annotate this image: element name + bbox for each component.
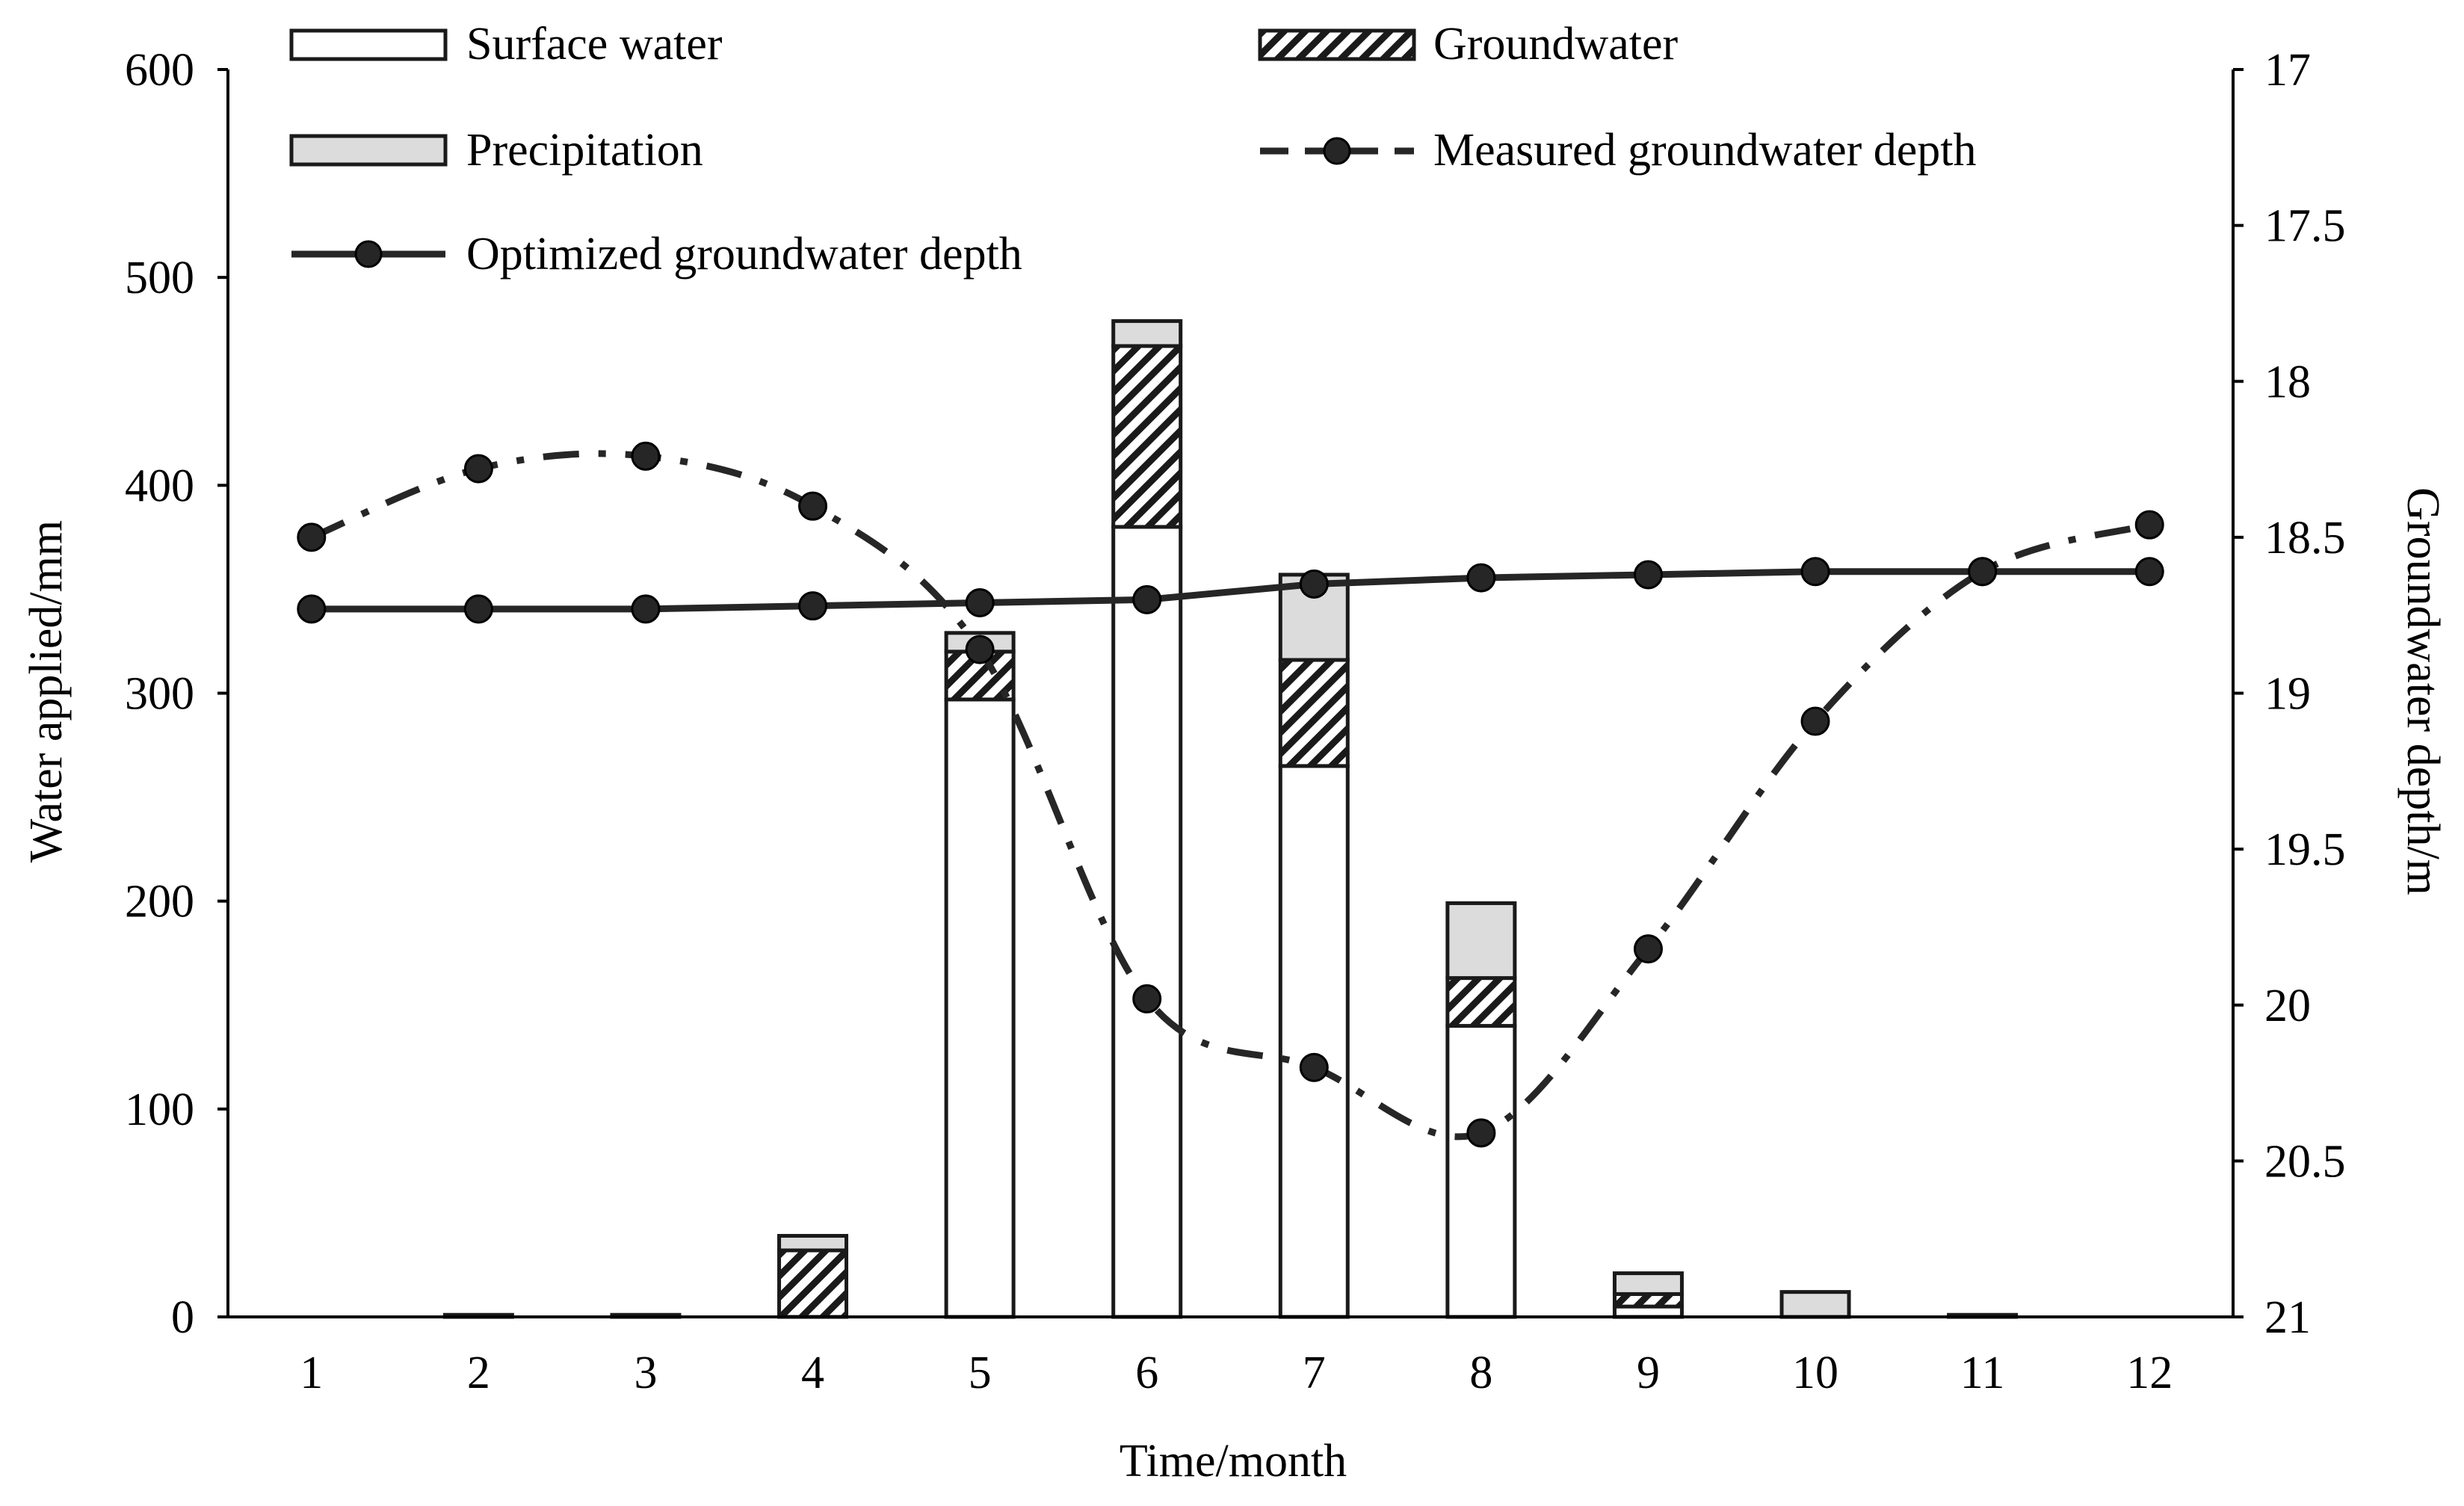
y2-tick-label: 17 — [2264, 45, 2311, 96]
measured-depth-point — [1466, 1118, 1496, 1148]
y-tick-label: 100 — [125, 1084, 194, 1135]
measured-depth-point — [297, 522, 327, 552]
optimized-depth-point — [1800, 557, 1830, 587]
measured-depth-line — [310, 450, 2151, 1141]
bar-surface-water — [1111, 525, 1183, 1319]
measured-depth-point — [463, 454, 493, 484]
y-tick-label: 500 — [125, 253, 194, 303]
optimized-depth-point — [1132, 584, 1162, 614]
optimized-depth-point — [463, 594, 493, 624]
bar-groundwater — [1111, 344, 1183, 529]
x-tick-label: 8 — [1469, 1348, 1492, 1398]
legend-label-precipitation: Precipitation — [466, 125, 703, 176]
y2-tick-label: 18.5 — [2264, 513, 2346, 564]
y-tick-label: 400 — [125, 460, 194, 511]
legend-label-optimized-depth: Optimized groundwater depth — [466, 229, 1022, 280]
x-tick-label: 10 — [1792, 1348, 1838, 1398]
measured-depth-point — [2134, 510, 2164, 540]
x-tick-label: 2 — [467, 1348, 490, 1398]
x-tick-label: 12 — [2126, 1348, 2173, 1398]
measured-depth-point — [798, 491, 828, 521]
x-tick-label: 4 — [801, 1348, 824, 1398]
bar-groundwater — [1445, 976, 1517, 1028]
x-tick-label: 6 — [1135, 1348, 1158, 1398]
legend-label-surface-water: Surface water — [466, 19, 723, 70]
bar-precipitation — [1111, 319, 1183, 348]
legend-swatch-surface-water — [289, 28, 448, 61]
bar-groundwater — [1278, 658, 1350, 768]
y2-tick-label: 19.5 — [2264, 824, 2346, 875]
measured-depth-point — [1299, 1052, 1329, 1082]
bars-layer — [442, 319, 2019, 1319]
y-tick-label: 200 — [125, 877, 194, 928]
x-tick-label: 9 — [1637, 1348, 1660, 1398]
bar-surface-water — [1278, 764, 1350, 1319]
legend-swatch-optimized-depth — [291, 240, 445, 268]
y-tick-label: 300 — [125, 669, 194, 720]
y2-tick-label: 20 — [2264, 981, 2311, 1031]
x-tick-label: 7 — [1303, 1348, 1326, 1398]
bar-surface-water — [944, 697, 1016, 1319]
x-axis-title: Time/month — [1120, 1436, 1347, 1487]
legend: Surface water Groundwater Precipitation … — [289, 19, 1977, 280]
legend-label-measured-depth: Measured groundwater depth — [1433, 125, 1977, 176]
optimized-depth-point — [2134, 557, 2164, 587]
x-tick-label: 11 — [1960, 1348, 2005, 1398]
y2-tick-label: 21 — [2264, 1292, 2311, 1343]
bar-precipitation — [1612, 1271, 1684, 1296]
bar-precipitation — [1779, 1290, 1851, 1319]
bar-precipitation — [1445, 901, 1517, 981]
measured-depth-point — [1132, 984, 1162, 1013]
y-tick-label: 0 — [171, 1292, 194, 1343]
y2-tick-label: 19 — [2264, 669, 2311, 720]
optimized-depth-point — [1299, 569, 1329, 599]
bar-groundwater — [777, 1248, 849, 1319]
optimized-depth-point — [798, 591, 828, 621]
optimized-depth-point — [1968, 557, 1998, 587]
bar-groundwater — [1612, 1291, 1684, 1309]
optimized-depth-point — [965, 587, 995, 617]
x-tick-label: 3 — [634, 1348, 657, 1398]
x-tick-label: 1 — [300, 1348, 323, 1398]
measured-depth-point — [965, 635, 995, 664]
measured-depth-point — [1800, 706, 1830, 736]
y2-tick-label: 18 — [2264, 357, 2311, 407]
legend-swatch-precipitation — [289, 134, 448, 167]
y2-axis-title: Groundwater depth/m — [2397, 487, 2448, 895]
y2-tick-label: 20.5 — [2264, 1136, 2346, 1187]
y-axis-title: Water applied/mm — [21, 520, 72, 862]
y2-tick-label: 17.5 — [2264, 201, 2346, 252]
x-tick-label: 5 — [969, 1348, 992, 1398]
optimized-depth-point — [631, 594, 661, 624]
legend-label-groundwater: Groundwater — [1433, 19, 1678, 70]
optimized-depth-line — [311, 568, 2150, 613]
optimized-depth-point — [1466, 563, 1496, 593]
y-tick-label: 600 — [125, 45, 194, 96]
legend-swatch-groundwater — [1258, 28, 1416, 61]
measured-depth-point — [1633, 934, 1663, 964]
bar-precipitation — [777, 1234, 849, 1253]
bar-surface-water — [1445, 1024, 1517, 1319]
optimized-depth-point — [1633, 560, 1663, 590]
optimized-depth-point — [297, 594, 327, 624]
legend-swatch-measured-depth — [1260, 137, 1414, 165]
measured-depth-point — [631, 441, 661, 471]
lines-layer — [297, 441, 2164, 1148]
